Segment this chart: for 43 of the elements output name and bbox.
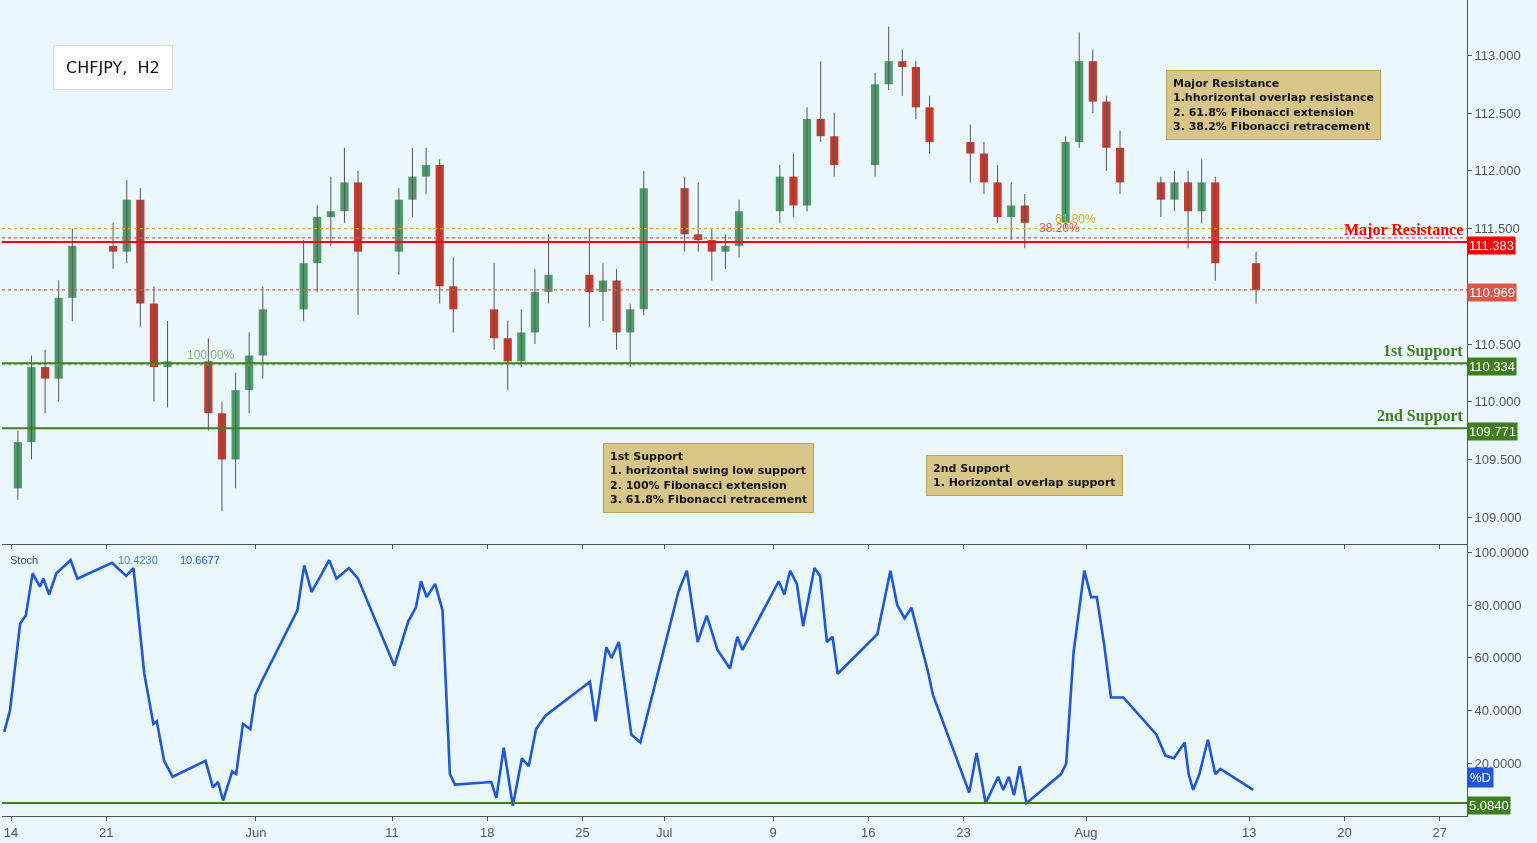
y-tick-label: 109.000 — [1474, 509, 1522, 525]
y-tick-label: 110.500 — [1474, 336, 1521, 352]
text: CHFJPY, H2 — [66, 58, 160, 77]
text: Stoch — [10, 554, 39, 566]
y-tick-label: 113.000 — [1474, 47, 1521, 63]
y-tick-label: 112.500 — [1474, 105, 1521, 121]
x-tick-label: 18 — [480, 824, 495, 840]
x-tick-label: 25 — [575, 824, 590, 840]
x-tick-label: Jul — [655, 824, 673, 840]
annotation: 10.4230 — [118, 554, 158, 566]
x-tick-label: 20 — [1337, 824, 1352, 840]
annotation: Major Resistance 1.hhorizontal overlap resistance 2. 61.8% Fibonacci extension 3. 38.2% Fibonacci retracement — [1173, 77, 1375, 133]
ref-line-label: 111.383 — [1469, 238, 1515, 253]
x-tick-label: 9 — [769, 824, 777, 840]
y-tick-label: 20.0000 — [1474, 756, 1522, 772]
x-tick-label: 27 — [1432, 824, 1448, 840]
x-tick-label: 13 — [1242, 824, 1257, 840]
y-tick-label: 100.0000 — [1474, 544, 1529, 560]
x-tick-label: 11 — [385, 824, 399, 840]
x-tick-label: 23 — [956, 824, 971, 840]
ref-line-label: 110.334 — [1469, 359, 1516, 374]
text: %D — [1470, 770, 1491, 785]
y-tick-label: 112.000 — [1474, 163, 1521, 179]
y-tick-label: 109.500 — [1474, 451, 1522, 467]
ref-line-label: 110.969 — [1469, 285, 1516, 300]
y-tick-label: 111.500 — [1474, 221, 1520, 237]
y-tick-label: 110.000 — [1474, 394, 1521, 410]
x-tick-label: Jun — [245, 824, 267, 840]
ref-line-label: 109.771 — [1469, 424, 1516, 439]
annotation: 1st Support — [1383, 342, 1464, 360]
annotation: 2nd Support — [1377, 407, 1464, 425]
y-tick-label: 60.0000 — [1474, 650, 1522, 666]
annotation: 10.6677 — [180, 554, 220, 566]
x-tick-label: 21 — [99, 824, 114, 840]
annotation: 1st Support 1. horizontal swing low support 2. 100% Fibonacci extension 3. 61.8% Fibonacci retracement — [610, 450, 808, 506]
ref-line-label: 5.0840 — [1469, 798, 1509, 813]
y-tick-label: 40.0000 — [1474, 703, 1522, 719]
x-tick-label: 14 — [3, 824, 19, 840]
y-tick-label: 80.0000 — [1474, 597, 1522, 613]
x-tick-label: 16 — [861, 824, 876, 840]
x-tick-label: Aug — [1074, 824, 1098, 840]
annotation: Major Resistance — [1344, 221, 1464, 239]
annotation: 2nd Support 1. Horizontal overlap support — [933, 462, 1116, 490]
